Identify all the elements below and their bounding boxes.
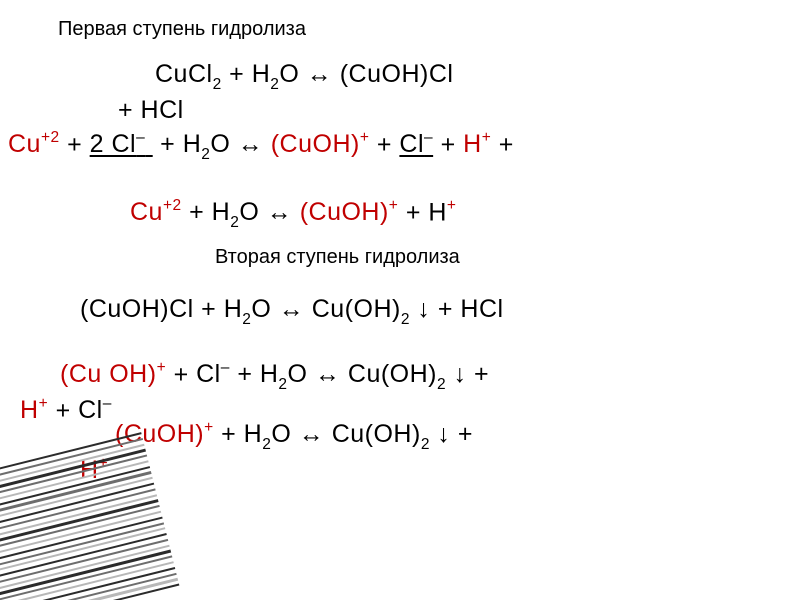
equation-4: (CuOH)Cl + H2O ↔ Cu(OH)2 ↓ + HCl: [80, 295, 504, 328]
equation-3: Cu+2 + H2O ↔ (CuOH)+ + H+: [130, 198, 456, 231]
equation-1-wrap: + HCl: [118, 96, 184, 125]
title-first-step: Первая ступень гидролиза: [58, 18, 306, 41]
slide: Первая ступень гидролиза CuCl2 + H2O ↔ (…: [0, 0, 800, 600]
equation-1: CuCl2 + H2O ↔ (CuOH)Cl: [155, 60, 453, 93]
equation-5-wrap: H+ + Cl–: [20, 396, 112, 425]
equation-5: (Cu OH)+ + Cl– + H2O ↔ Cu(OH)2 ↓ +: [60, 360, 489, 393]
equation-2: Cu+2 + 2 Cl– + H2O ↔ (CuOH)+ + Cl– + H+ …: [8, 130, 514, 163]
equation-6: (CuOH)+ + H2O ↔ Cu(OH)2 ↓ +: [115, 420, 473, 453]
title-second-step: Вторая ступень гидролиза: [215, 246, 460, 269]
decorative-corner: [0, 432, 182, 600]
